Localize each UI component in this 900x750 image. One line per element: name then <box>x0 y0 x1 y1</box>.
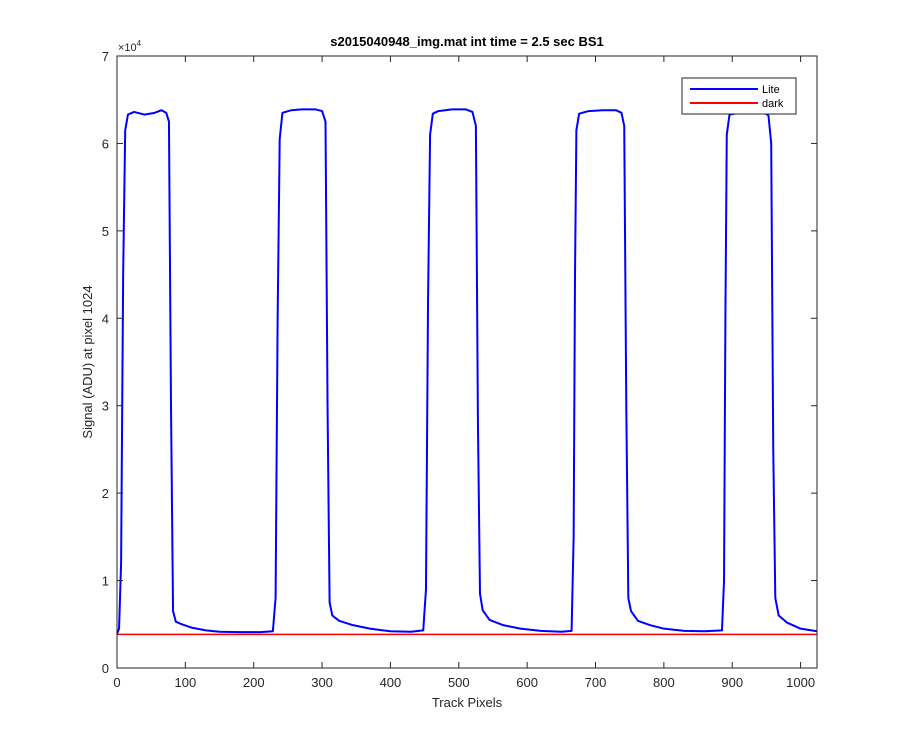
legend-box <box>681 77 797 115</box>
x-tick-label: 800 <box>653 675 675 690</box>
x-axis-label: Track Pixels <box>432 695 503 710</box>
y-tick-label: 2 <box>102 486 109 501</box>
series-line-lite <box>116 108 818 635</box>
y-tick-label: 5 <box>102 224 109 239</box>
x-tick-label: 700 <box>585 675 607 690</box>
y-axis-label: Signal (ADU) at pixel 1024 <box>80 285 95 438</box>
y-exponent-power: 4 <box>137 39 142 48</box>
y-tick-label: 1 <box>102 574 109 589</box>
y-tick-label: 4 <box>102 311 109 326</box>
x-tick-label: 500 <box>448 675 470 690</box>
x-tick-label: 400 <box>380 675 402 690</box>
legend: Lite dark <box>681 77 797 115</box>
x-tick-label: 200 <box>243 675 265 690</box>
axes-box <box>116 55 818 669</box>
x-axis-ticks: 0 100 200 300 400 500 600 700 800 900 1000 <box>113 56 815 690</box>
series-layer <box>116 108 818 636</box>
x-tick-label: 1000 <box>786 675 815 690</box>
y-axis-exponent: ×104 <box>118 39 142 54</box>
y-axis-ticks: 0 1 2 3 4 5 6 7 <box>102 49 817 676</box>
plot-area <box>117 56 817 668</box>
x-tick-label: 900 <box>721 675 743 690</box>
legend-label-lite: Lite <box>762 84 780 96</box>
x-tick-label: 600 <box>516 675 538 690</box>
y-tick-label: 3 <box>102 399 109 414</box>
x-tick-label: 100 <box>175 675 197 690</box>
x-tick-label: 0 <box>113 675 120 690</box>
y-tick-label: 6 <box>102 136 109 151</box>
y-tick-label: 0 <box>102 661 109 676</box>
y-exponent-base: ×10 <box>118 42 137 54</box>
chart-title: s2015040948_img.mat int time = 2.5 sec B… <box>330 34 604 49</box>
legend-label-dark: dark <box>762 98 784 110</box>
x-tick-label: 300 <box>311 675 333 690</box>
y-tick-label: 7 <box>102 49 109 64</box>
